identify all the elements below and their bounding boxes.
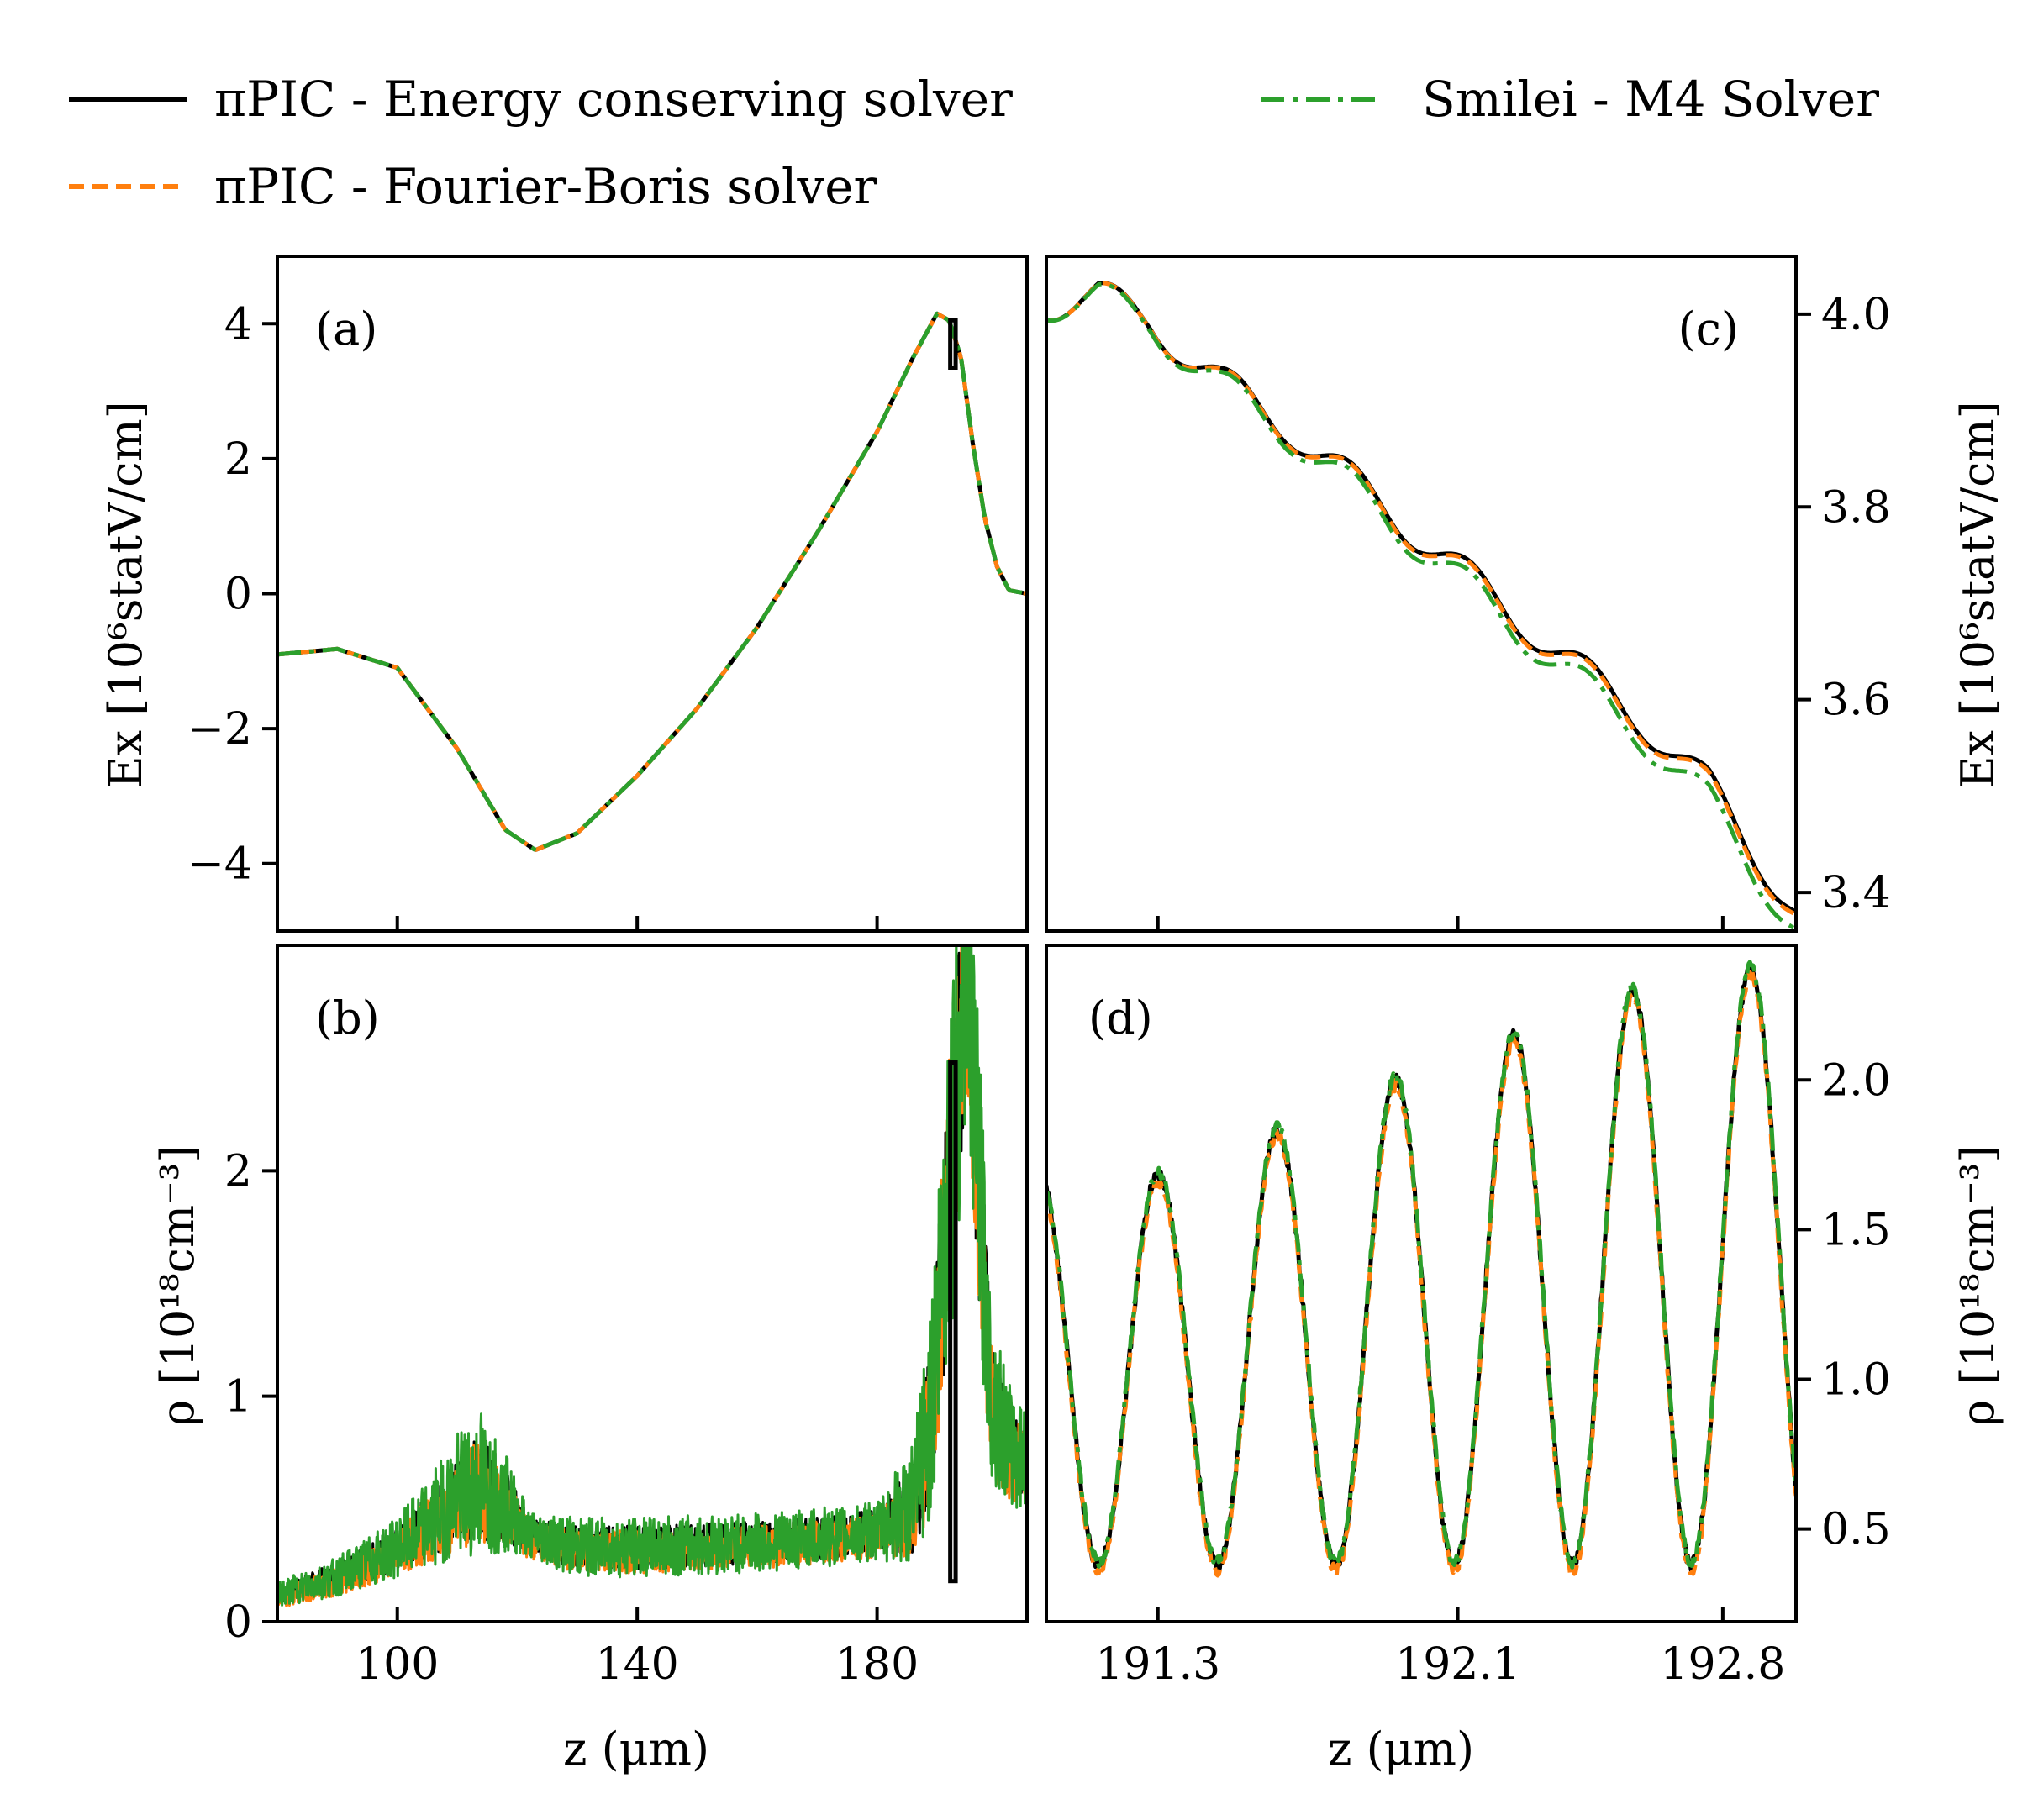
y-tick-label: 2	[224, 1146, 252, 1197]
series-line-energy	[1046, 281, 1796, 914]
y-axis-label-d: ρ [10¹⁸cm⁻³]	[1951, 1145, 2004, 1427]
y-tick-label: 3.8	[1821, 482, 1891, 533]
x-tick-label: 191.3	[1095, 1639, 1220, 1690]
y-axis-label-a: Ex [10⁶statV/cm]	[99, 401, 152, 788]
legend-label-energy: πPIC - Energy conserving solver	[214, 71, 1013, 128]
zoom-region-box	[948, 318, 958, 370]
y-tick-label: 3.6	[1821, 676, 1891, 726]
y-tick-label: −2	[187, 704, 252, 755]
legend: πPIC - Energy conserving solver πPIC - F…	[69, 71, 1879, 215]
series-line-smilei	[277, 945, 1027, 1607]
y-axis-label-b: ρ [10¹⁸cm⁻³]	[151, 1145, 204, 1427]
series-line-smilei	[277, 311, 1027, 852]
series-line-fourier	[277, 311, 1027, 852]
x-tick-label: 180	[835, 1639, 919, 1690]
series-line-smilei	[1046, 960, 1796, 1570]
axes-frame	[276, 944, 1029, 1623]
x-tick-label: 100	[356, 1639, 439, 1690]
y-tick-label: 4	[224, 299, 252, 350]
series-line-fourier	[1046, 968, 1796, 1578]
x-axis-label-right: z (μm)	[1328, 1723, 1474, 1775]
y-tick-label: 2	[224, 434, 252, 485]
axes-frame	[1045, 944, 1798, 1623]
x-tick-label: 140	[596, 1639, 679, 1690]
axes-frame	[1045, 255, 1798, 933]
y-axis-label-c: Ex [10⁶statV/cm]	[1951, 401, 2004, 788]
zoom-region-box	[948, 1060, 958, 1584]
series-line-smilei	[1046, 281, 1796, 931]
y-tick-label: 4.0	[1821, 290, 1891, 340]
x-axis-label-left: z (μm)	[563, 1723, 709, 1775]
panel-label: (d)	[1088, 992, 1153, 1044]
y-tick-label: −4	[187, 839, 252, 890]
legend-label-fourier: πPIC - Fourier-Boris solver	[214, 158, 877, 215]
y-tick-label: 0.5	[1821, 1505, 1891, 1555]
x-tick-label: 192.1	[1395, 1639, 1520, 1690]
y-tick-label: 3.4	[1821, 868, 1891, 918]
series-line-fourier	[1046, 281, 1796, 917]
legend-label-smilei: Smilei - M4 Solver	[1422, 71, 1879, 128]
y-tick-label: 1.0	[1821, 1354, 1891, 1405]
y-tick-label: 0	[224, 1597, 252, 1648]
panel-b: 0 1 2 100 140 180 (b)	[224, 944, 1029, 1690]
y-tick-label: 1.5	[1821, 1205, 1891, 1255]
panel-d: 0.5 1.0 1.5 2.0 191.3 192.1 192.8 (d)	[1045, 944, 1891, 1690]
panel-label: (a)	[315, 302, 377, 355]
y-tick-label: 2.0	[1821, 1055, 1891, 1106]
y-tick-label: 1	[224, 1372, 252, 1423]
panel-a: −4 −2 0 2 4 (a)	[187, 255, 1029, 933]
panel-label: (c)	[1678, 302, 1739, 355]
panel-c: 3.4 3.6 3.8 4.0 (c)	[1045, 255, 1891, 933]
panel-label: (b)	[315, 992, 380, 1044]
series-line-energy	[277, 311, 1027, 852]
y-tick-label: 0	[224, 570, 252, 620]
x-tick-label: 192.8	[1660, 1639, 1785, 1690]
